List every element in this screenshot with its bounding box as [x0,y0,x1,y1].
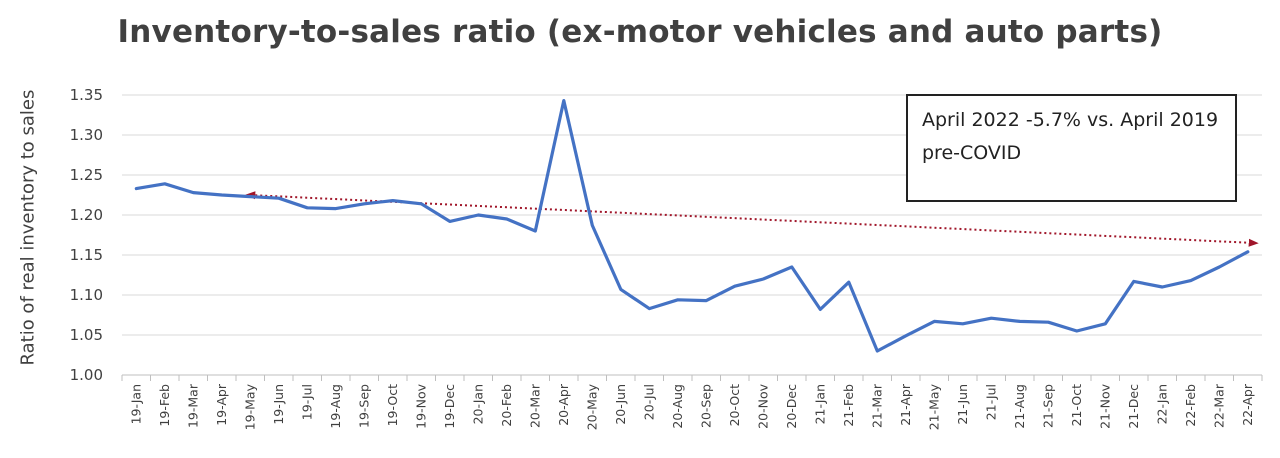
y-tick-label: 1.15 [70,246,103,264]
x-tick-label: 20-Mar [527,383,542,428]
x-tick-label: 21-Sep [1040,384,1055,428]
x-tick-label: 21-Jul [983,384,998,420]
y-tick-label: 1.05 [70,326,103,344]
y-tick-label: 1.00 [70,366,103,384]
x-tick-label: 20-Sep [698,384,713,428]
x-tick-label: 19-Nov [413,383,428,428]
x-tick-label: 21-Nov [1097,383,1112,428]
x-tick-label: 20-Aug [670,384,685,429]
x-tick-label: 21-Aug [1012,384,1027,429]
x-tick-label: 21-Feb [841,384,856,427]
x-tick-label: 19-Jun [271,384,286,425]
x-tick-label: 20-Feb [499,384,514,427]
y-tick-label: 1.30 [70,126,103,144]
series-line [134,98,1250,353]
x-tick-label: 20-Jan [470,384,485,424]
x-tick-label: 20-Dec [784,384,799,429]
y-tick-label: 1.35 [70,86,103,104]
y-axis-ticks: 1.00 1.05 1.10 1.15 1.20 1.25 1.30 1.35 [70,86,103,384]
x-tick-label: 20-Oct [727,384,742,426]
chart-title: Inventory-to-sales ratio (ex-motor vehic… [117,14,1163,50]
x-tick-label: 22-Apr [1240,383,1255,426]
x-tick-label: 19-Apr [214,383,229,426]
x-tick-label: 19-Mar [185,383,200,428]
x-tick-label: 21-Jan [812,384,827,424]
x-tick-label: 21-May [926,383,941,430]
x-tick-label: 19-Feb [157,384,172,427]
x-tick-label: 20-Nov [755,383,770,428]
x-tick-label: 22-Feb [1183,384,1198,427]
x-tick-label: 22-Mar [1211,383,1226,428]
annotation-box: April 2022 -5.7% vs. April 2019 pre-COVI… [906,94,1237,202]
x-tick-label: 19-Oct [385,384,400,426]
x-tick-label: 20-Jul [641,384,656,420]
x-tick-label: 19-May [242,383,257,430]
y-tick-label: 1.25 [70,166,103,184]
x-tick-label: 19-Jul [299,384,314,420]
x-tick-label: 20-May [584,383,599,430]
x-tick-label: 19-Dec [442,384,457,429]
series-group [134,98,1250,353]
x-tick-label: 19-Sep [356,384,371,428]
x-tick-label: 21-Dec [1126,384,1141,429]
x-tick-label: 19-Aug [328,384,343,429]
x-tick-label: 20-Apr [556,383,571,426]
y-tick-label: 1.10 [70,286,103,304]
x-axis-ticks: 19-Jan 19-Feb 19-Mar 19-Apr 19-May 19-Jun 19-J… [121,375,1263,430]
x-tick-label: 21-Mar [869,383,884,428]
x-tick-label: 21-Jun [955,384,970,425]
x-tick-label: 20-Jun [613,384,628,425]
x-tick-label: 19-Jan [128,384,143,424]
x-tick-label: 22-Jan [1154,384,1169,424]
x-tick-label: 21-Apr [898,383,913,426]
x-tick-label: 21-Oct [1069,384,1084,426]
y-tick-label: 1.20 [70,206,103,224]
